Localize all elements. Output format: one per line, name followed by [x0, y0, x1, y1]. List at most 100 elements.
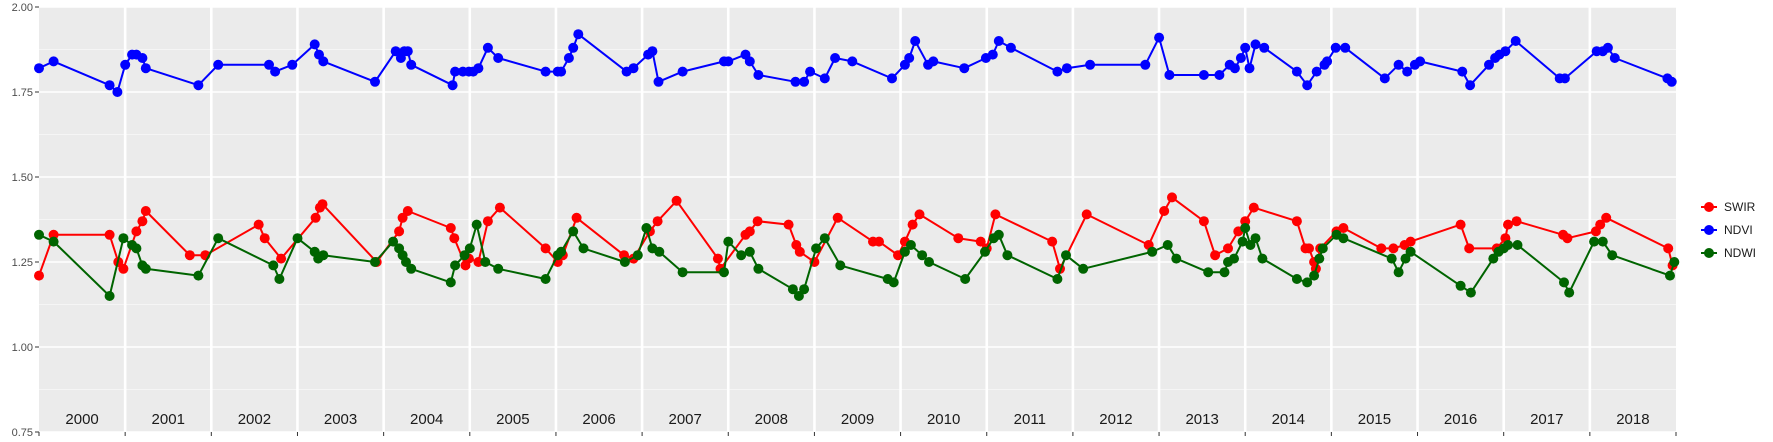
data-point — [34, 229, 44, 240]
year-label: 2008 — [755, 411, 788, 428]
data-point — [628, 63, 639, 74]
data-point — [1665, 270, 1675, 281]
data-point — [987, 49, 998, 60]
data-point — [753, 70, 764, 80]
data-point — [928, 56, 939, 67]
data-point — [647, 46, 658, 57]
data-point — [1464, 243, 1475, 254]
data-point — [1564, 287, 1575, 298]
data-point — [274, 274, 285, 284]
data-point — [1500, 46, 1511, 57]
data-point — [568, 226, 579, 237]
data-point — [259, 233, 270, 244]
data-point — [1167, 192, 1177, 203]
data-point — [744, 246, 755, 257]
year-label: 2000 — [65, 411, 98, 428]
data-point — [370, 76, 380, 87]
data-point — [137, 53, 148, 63]
data-point — [632, 250, 643, 261]
data-point — [744, 226, 755, 237]
data-point — [653, 76, 664, 87]
data-point — [131, 226, 142, 237]
data-point — [819, 233, 830, 244]
data-point — [1171, 253, 1182, 264]
data-point — [671, 195, 682, 206]
data-point — [184, 250, 195, 261]
y-tick-label: 1.00 — [12, 342, 33, 354]
data-point — [887, 73, 897, 84]
data-point — [1162, 240, 1173, 250]
data-point — [1223, 243, 1233, 254]
data-point — [744, 56, 755, 67]
data-point — [805, 66, 816, 77]
data-point — [1240, 42, 1251, 53]
data-point — [1330, 42, 1341, 53]
data-point — [990, 209, 1001, 220]
data-point — [1219, 267, 1230, 278]
data-point — [1002, 250, 1013, 261]
legend-label: NDVI — [1724, 223, 1753, 237]
series-ndvi — [34, 29, 1677, 97]
data-point — [832, 212, 843, 223]
y-tick-label: 1.50 — [12, 172, 33, 184]
year-label: 2005 — [496, 411, 529, 428]
data-point — [292, 233, 303, 244]
data-point — [1005, 42, 1016, 53]
year-label: 2007 — [668, 411, 701, 428]
data-point — [1595, 219, 1606, 230]
data-point — [1052, 274, 1063, 284]
year-label: 2018 — [1616, 411, 1649, 428]
data-point — [406, 263, 417, 274]
data-point — [1304, 243, 1314, 254]
data-point — [140, 63, 151, 74]
data-point — [1240, 223, 1251, 233]
data-point — [1338, 223, 1349, 233]
data-point — [1291, 274, 1302, 284]
data-point — [1669, 257, 1680, 267]
data-point — [888, 277, 899, 288]
data-point — [1229, 63, 1240, 74]
data-point — [213, 233, 224, 244]
data-point — [1250, 233, 1261, 244]
data-point — [268, 260, 279, 271]
legend-item-ndwi: NDWI — [1701, 246, 1756, 260]
data-point — [1589, 236, 1600, 247]
data-point — [213, 59, 224, 70]
data-point — [193, 80, 204, 91]
data-point — [104, 80, 115, 91]
data-point — [276, 253, 287, 264]
data-point — [1601, 212, 1612, 223]
legend-label: NDWI — [1724, 246, 1756, 260]
data-point — [390, 46, 401, 57]
data-point — [1229, 253, 1239, 264]
data-point — [905, 240, 916, 250]
data-point — [874, 236, 884, 247]
data-point — [140, 263, 151, 274]
data-point — [473, 257, 484, 267]
data-point — [1511, 216, 1522, 227]
data-point — [1250, 39, 1261, 50]
year-label: 2011 — [1014, 411, 1046, 428]
year-label: 2010 — [927, 411, 960, 428]
data-point — [910, 36, 921, 46]
data-point — [1562, 233, 1573, 244]
data-point — [953, 233, 964, 244]
data-point — [723, 236, 734, 247]
data-point — [309, 39, 320, 50]
data-point — [1259, 42, 1270, 53]
data-point — [118, 233, 129, 244]
data-point — [960, 274, 971, 284]
data-point — [924, 257, 934, 267]
data-point — [677, 66, 688, 77]
data-point — [1061, 250, 1071, 261]
data-point — [1607, 250, 1618, 261]
data-point — [287, 59, 298, 70]
data-point — [975, 236, 986, 247]
year-label: 2015 — [1358, 411, 1391, 428]
data-point — [1164, 70, 1175, 80]
year-label: 2012 — [1099, 411, 1132, 428]
data-point — [1388, 243, 1399, 254]
data-point — [1248, 202, 1259, 213]
data-point — [1455, 280, 1466, 291]
